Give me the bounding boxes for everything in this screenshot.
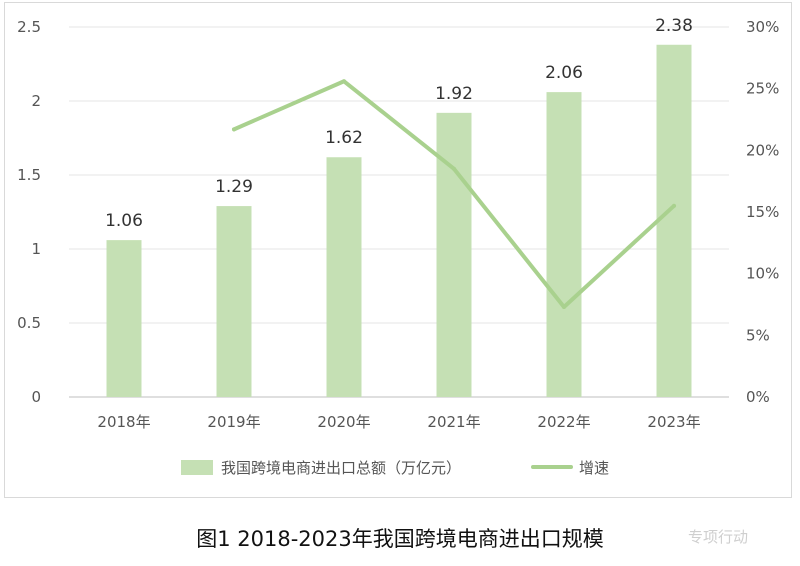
right-tick-label: 20%: [746, 141, 779, 159]
legend-bar-swatch: [181, 460, 213, 475]
gridlines: [69, 26, 729, 398]
chart-frame: 0 0.5 1 1.5 2 2.5 0% 5% 10% 15% 20% 25% 30% 1.06 1.2…: [4, 2, 792, 498]
bar: [436, 112, 472, 397]
right-tick-label: 25%: [746, 80, 779, 98]
figure-caption: 图1 2018-2023年我国跨境电商进出口规模: [196, 527, 604, 551]
x-tick-label: 2021年: [427, 413, 480, 431]
right-axis-ticks: 0% 5% 10% 15% 20% 25% 30%: [746, 18, 779, 406]
x-axis-category-labels: 2018年 2019年 2020年 2021年 2022年 2023年: [97, 413, 700, 431]
line-series: [232, 79, 676, 309]
line-point: [672, 203, 676, 208]
x-tick-label: 2018年: [97, 413, 150, 431]
legend: 我国跨境电商进出口总额（万亿元） 增速: [181, 459, 609, 477]
bar-series: [106, 44, 692, 398]
left-tick-label: 1: [31, 240, 41, 258]
bar-data-label: 2.38: [655, 16, 693, 36]
bar-data-label: 1.06: [105, 211, 143, 231]
line-point: [452, 166, 456, 171]
bar-data-label: 1.29: [215, 177, 253, 197]
line-point: [342, 79, 346, 84]
right-tick-label: 30%: [746, 18, 779, 36]
bar: [106, 240, 142, 397]
x-tick-label: 2022年: [537, 413, 590, 431]
left-tick-label: 0: [31, 388, 41, 406]
x-tick-label: 2023年: [647, 413, 700, 431]
bar-data-label: 1.92: [435, 84, 473, 104]
left-tick-label: 2.5: [17, 18, 41, 36]
bar: [656, 44, 692, 397]
right-tick-label: 15%: [746, 203, 779, 221]
bar: [216, 206, 252, 397]
legend-bar-label: 我国跨境电商进出口总额（万亿元）: [221, 459, 461, 477]
bar: [546, 92, 582, 398]
left-tick-label: 0.5: [17, 314, 41, 332]
left-tick-label: 1.5: [17, 166, 41, 184]
right-tick-label: 0%: [746, 388, 770, 406]
right-tick-label: 10%: [746, 265, 779, 283]
line-point: [562, 304, 566, 309]
right-tick-label: 5%: [746, 326, 770, 344]
left-tick-label: 2: [31, 92, 41, 110]
line-point: [232, 127, 236, 132]
combo-chart: 0 0.5 1 1.5 2 2.5 0% 5% 10% 15% 20% 25% 30% 1.06 1.2…: [17, 16, 779, 477]
bar: [326, 157, 362, 397]
bar-data-label: 1.62: [325, 128, 363, 148]
x-tick-label: 2019年: [207, 413, 260, 431]
legend-line-label: 增速: [579, 459, 609, 477]
watermark-text: 专项行动: [688, 528, 749, 546]
x-tick-label: 2020年: [317, 413, 370, 431]
bar-data-labels: 1.06 1.29 1.62 1.92 2.06 2.38: [105, 16, 693, 231]
bar-data-label: 2.06: [545, 63, 583, 83]
left-axis-ticks: 0 0.5 1 1.5 2 2.5: [17, 18, 41, 406]
